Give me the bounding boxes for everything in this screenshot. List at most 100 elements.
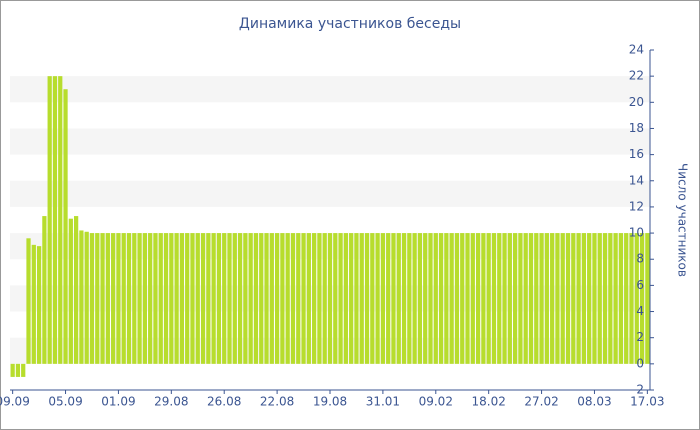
bar bbox=[274, 233, 280, 364]
bar bbox=[26, 238, 31, 364]
bar bbox=[645, 233, 650, 364]
x-tick-label: 08.03 bbox=[577, 395, 611, 409]
bar bbox=[126, 233, 132, 364]
y-tick-label: 0 bbox=[636, 356, 644, 370]
bar bbox=[89, 233, 95, 364]
bar bbox=[52, 76, 58, 364]
bar bbox=[306, 233, 311, 364]
bar bbox=[15, 363, 21, 377]
bar bbox=[74, 216, 79, 364]
x-tick-label: 26.08 bbox=[207, 395, 241, 409]
bar bbox=[486, 233, 491, 364]
bar bbox=[153, 233, 158, 364]
bar bbox=[343, 233, 348, 364]
bar bbox=[550, 233, 555, 364]
bar bbox=[502, 233, 507, 364]
bar bbox=[296, 233, 301, 364]
bar bbox=[565, 233, 571, 364]
bar bbox=[232, 233, 237, 364]
y-tick-label: 14 bbox=[629, 173, 644, 187]
bar bbox=[354, 233, 359, 364]
bar bbox=[211, 233, 216, 364]
bar bbox=[407, 233, 412, 364]
bar bbox=[592, 233, 597, 364]
bar bbox=[534, 233, 539, 364]
bar bbox=[179, 233, 185, 364]
y-tick-label: 20 bbox=[629, 95, 644, 109]
bar bbox=[507, 233, 512, 364]
chart-title: Динамика участников беседы bbox=[239, 16, 461, 32]
y-tick-label: 8 bbox=[636, 252, 644, 266]
y-tick-label: 10 bbox=[629, 226, 644, 240]
bar bbox=[280, 233, 285, 364]
bar bbox=[216, 233, 222, 364]
grid-band bbox=[10, 128, 650, 155]
bar bbox=[243, 233, 248, 364]
bar bbox=[158, 233, 163, 364]
grid-band bbox=[10, 180, 650, 207]
y-tick-label: 16 bbox=[629, 147, 644, 161]
bar bbox=[174, 233, 179, 364]
bar bbox=[36, 246, 42, 364]
y-tick-label: 6 bbox=[636, 278, 644, 292]
bar bbox=[396, 233, 401, 364]
bar bbox=[544, 233, 549, 364]
bar bbox=[312, 233, 317, 364]
x-tick-label: 01.09 bbox=[101, 395, 135, 409]
bar bbox=[248, 233, 253, 364]
bar bbox=[428, 233, 433, 364]
bar bbox=[433, 233, 438, 364]
bar bbox=[31, 244, 36, 364]
y-tick-label: 24 bbox=[629, 43, 644, 57]
bar bbox=[364, 233, 370, 364]
bar bbox=[417, 233, 423, 364]
bar bbox=[148, 233, 153, 364]
grid-band bbox=[10, 76, 650, 103]
bar bbox=[581, 233, 586, 364]
bar bbox=[359, 233, 364, 364]
bar bbox=[338, 233, 343, 364]
x-tick-label: 18.02 bbox=[471, 395, 505, 409]
bar bbox=[237, 233, 243, 364]
x-tick-label: 09.09 bbox=[0, 395, 30, 409]
bar bbox=[259, 233, 264, 364]
bar bbox=[523, 233, 528, 364]
x-tick-label: 19.08 bbox=[313, 395, 347, 409]
bar bbox=[169, 233, 174, 364]
bar bbox=[602, 233, 608, 364]
bar bbox=[195, 233, 200, 364]
y-tick-label: 2 bbox=[636, 330, 644, 344]
bar bbox=[587, 233, 592, 364]
bar bbox=[185, 233, 190, 364]
bar bbox=[528, 233, 534, 364]
x-tick-label: 29.08 bbox=[154, 395, 188, 409]
bar bbox=[327, 233, 333, 364]
y-tick-label: 22 bbox=[629, 69, 644, 83]
bar bbox=[370, 233, 375, 364]
bar bbox=[63, 89, 68, 364]
bar bbox=[317, 233, 322, 364]
bar bbox=[116, 233, 121, 364]
bar bbox=[391, 233, 396, 364]
bar bbox=[401, 233, 407, 364]
bar bbox=[380, 233, 386, 364]
bar bbox=[444, 233, 449, 364]
bar bbox=[227, 233, 232, 364]
bar bbox=[333, 233, 338, 364]
x-tick-label: 31.01 bbox=[366, 395, 400, 409]
bar bbox=[42, 216, 47, 364]
bar bbox=[285, 233, 290, 364]
bar bbox=[253, 233, 259, 364]
y-tick-label: -2 bbox=[632, 383, 644, 397]
x-tick-label: 09.02 bbox=[419, 395, 453, 409]
bar bbox=[624, 233, 629, 364]
bar bbox=[269, 233, 274, 364]
bar bbox=[491, 233, 497, 364]
bar bbox=[349, 233, 354, 364]
bar bbox=[200, 233, 206, 364]
bar bbox=[68, 218, 73, 364]
bar bbox=[613, 233, 618, 364]
bar bbox=[513, 233, 518, 364]
bar bbox=[618, 233, 624, 364]
